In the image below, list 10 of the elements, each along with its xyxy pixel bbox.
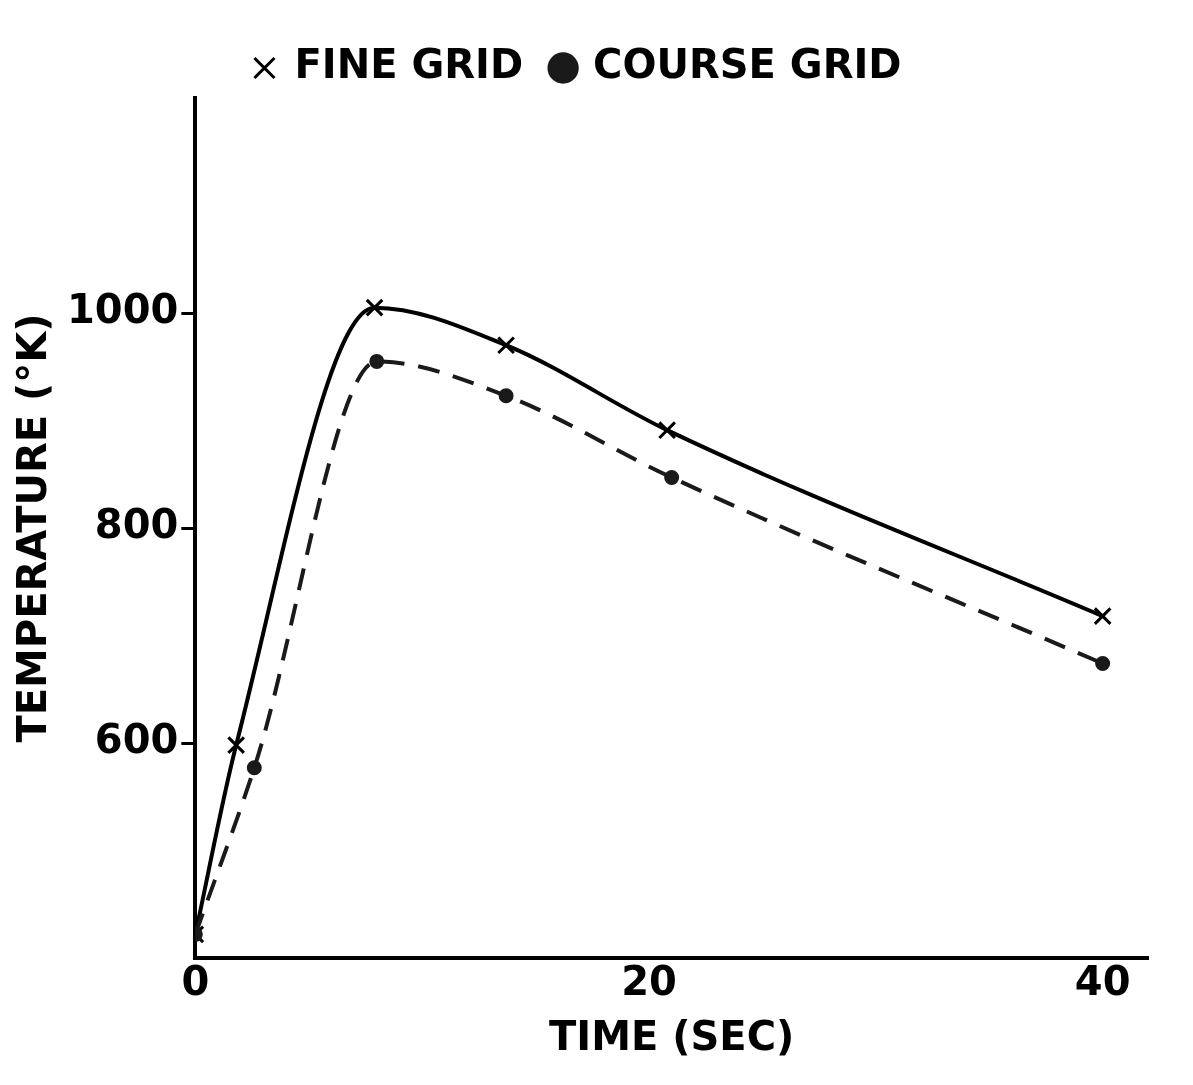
y-tick-label: 800 (94, 501, 179, 548)
y-tick-label: 1000 (67, 286, 179, 333)
x-tick-label: 0 (181, 958, 210, 1005)
x-axis-title: TIME (SEC) (549, 1013, 795, 1060)
x-tick-label: 20 (621, 958, 677, 1005)
legend-label: COURSE GRID (593, 41, 902, 88)
y-tick-label: 600 (94, 716, 179, 763)
x-tick-label: 40 (1074, 958, 1131, 1005)
y-axis-title: TEMPERATURE (°K) (9, 313, 56, 743)
legend-label: FINE GRID (294, 41, 524, 88)
